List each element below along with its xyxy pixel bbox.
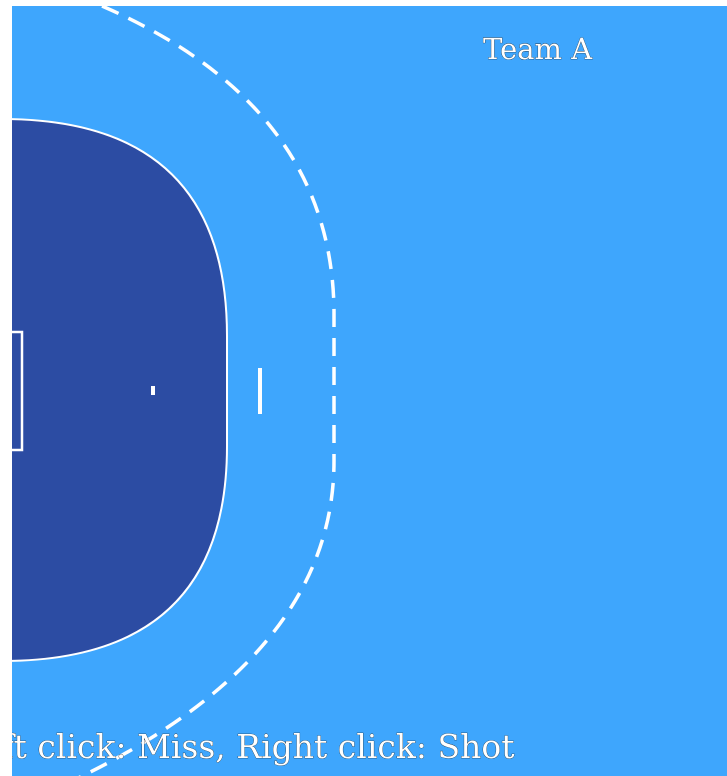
handball-court-canvas[interactable]: Team A Left click: Miss, Right click: Sh… [12, 6, 727, 776]
goalkeeper-line-mark [151, 386, 155, 395]
penalty-mark [258, 368, 262, 414]
half-court-graphic[interactable]: Team A Left click: Miss, Right click: Sh… [12, 6, 727, 776]
goal-area-zone[interactable] [12, 118, 228, 662]
instruction-text: Left click: Miss, Right click: Shot [12, 727, 514, 766]
free-throw-line [78, 6, 336, 776]
goal-frame[interactable] [12, 330, 24, 452]
team-label: Team A [483, 32, 593, 66]
